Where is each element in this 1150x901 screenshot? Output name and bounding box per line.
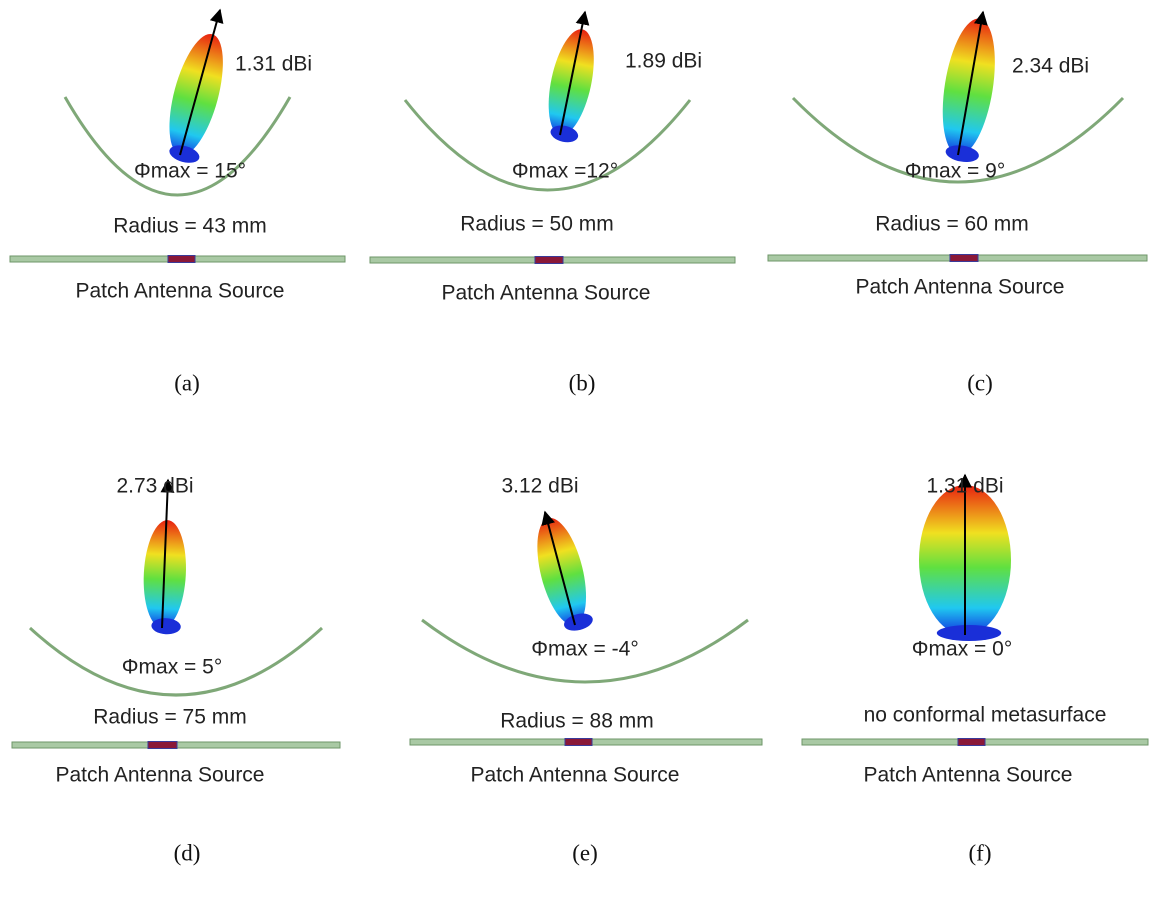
radiation-lobe xyxy=(933,15,1003,165)
panel: 1.89 dBi Φmax =12° Radius = 50 mm Patch Ant… xyxy=(370,12,735,395)
patch xyxy=(535,257,563,264)
source-label: Patch Antenna Source xyxy=(471,764,680,787)
patch xyxy=(168,256,195,263)
source-label: Patch Antenna Source xyxy=(56,764,265,787)
caption: (f) xyxy=(969,840,992,865)
caption: (e) xyxy=(572,840,598,865)
panel: 2.34 dBi Φmax = 9° Radius = 60 mm Patch Ant… xyxy=(768,12,1147,395)
figure: 1.31 dBi Φmax = 15° Radius = 43 mm Patch An… xyxy=(0,0,1150,901)
radius-label: Radius = 75 mm xyxy=(93,706,246,729)
radius-label: Radius = 43 mm xyxy=(113,215,266,238)
panel: 3.12 dBi Φmax = -4° Radius = 88 mm Patch An… xyxy=(410,475,762,866)
gain-label: 1.31 dBi xyxy=(235,53,312,76)
phi-label: Φmax = 15° xyxy=(134,160,246,183)
phi-label: Φmax = 0° xyxy=(912,638,1012,661)
note-label: no conformal metasurface xyxy=(864,704,1107,727)
patch xyxy=(950,255,978,262)
caption: (a) xyxy=(174,370,200,395)
gain-label: 2.34 dBi xyxy=(1012,55,1089,78)
gain-label: 3.12 dBi xyxy=(501,475,578,498)
radius-label: Radius = 50 mm xyxy=(460,213,613,236)
source-label: Patch Antenna Source xyxy=(856,276,1065,299)
radius-label: Radius = 88 mm xyxy=(500,710,653,733)
patch xyxy=(148,742,177,749)
patch xyxy=(958,739,985,746)
radius-label: Radius = 60 mm xyxy=(875,213,1028,236)
gain-label: 1.31 dBi xyxy=(926,475,1003,498)
panel: 1.31 dBi Φmax = 15° Radius = 43 mm Patch An… xyxy=(10,10,345,395)
phi-label: Φmax =12° xyxy=(512,160,618,183)
panel: 2.73 dBi Φmax = 5° Radius = 75 mm Patch Ant… xyxy=(12,475,340,866)
lobe-body xyxy=(934,15,1003,159)
phi-label: Φmax = 9° xyxy=(905,160,1005,183)
gain-label: 2.73 dBi xyxy=(116,475,193,498)
phi-label: Φmax = 5° xyxy=(122,656,222,679)
source-label: Patch Antenna Source xyxy=(442,282,651,305)
caption: (c) xyxy=(967,370,993,395)
caption: (d) xyxy=(174,840,201,865)
source-label: Patch Antenna Source xyxy=(864,764,1073,787)
source-label: Patch Antenna Source xyxy=(76,280,285,303)
gain-label: 1.89 dBi xyxy=(625,50,702,73)
caption: (b) xyxy=(569,370,596,395)
panel: 1.31 dBi Φmax = 0° no conformal metasurfac… xyxy=(802,475,1148,866)
patch xyxy=(565,739,592,746)
phi-label: Φmax = -4° xyxy=(531,638,638,661)
